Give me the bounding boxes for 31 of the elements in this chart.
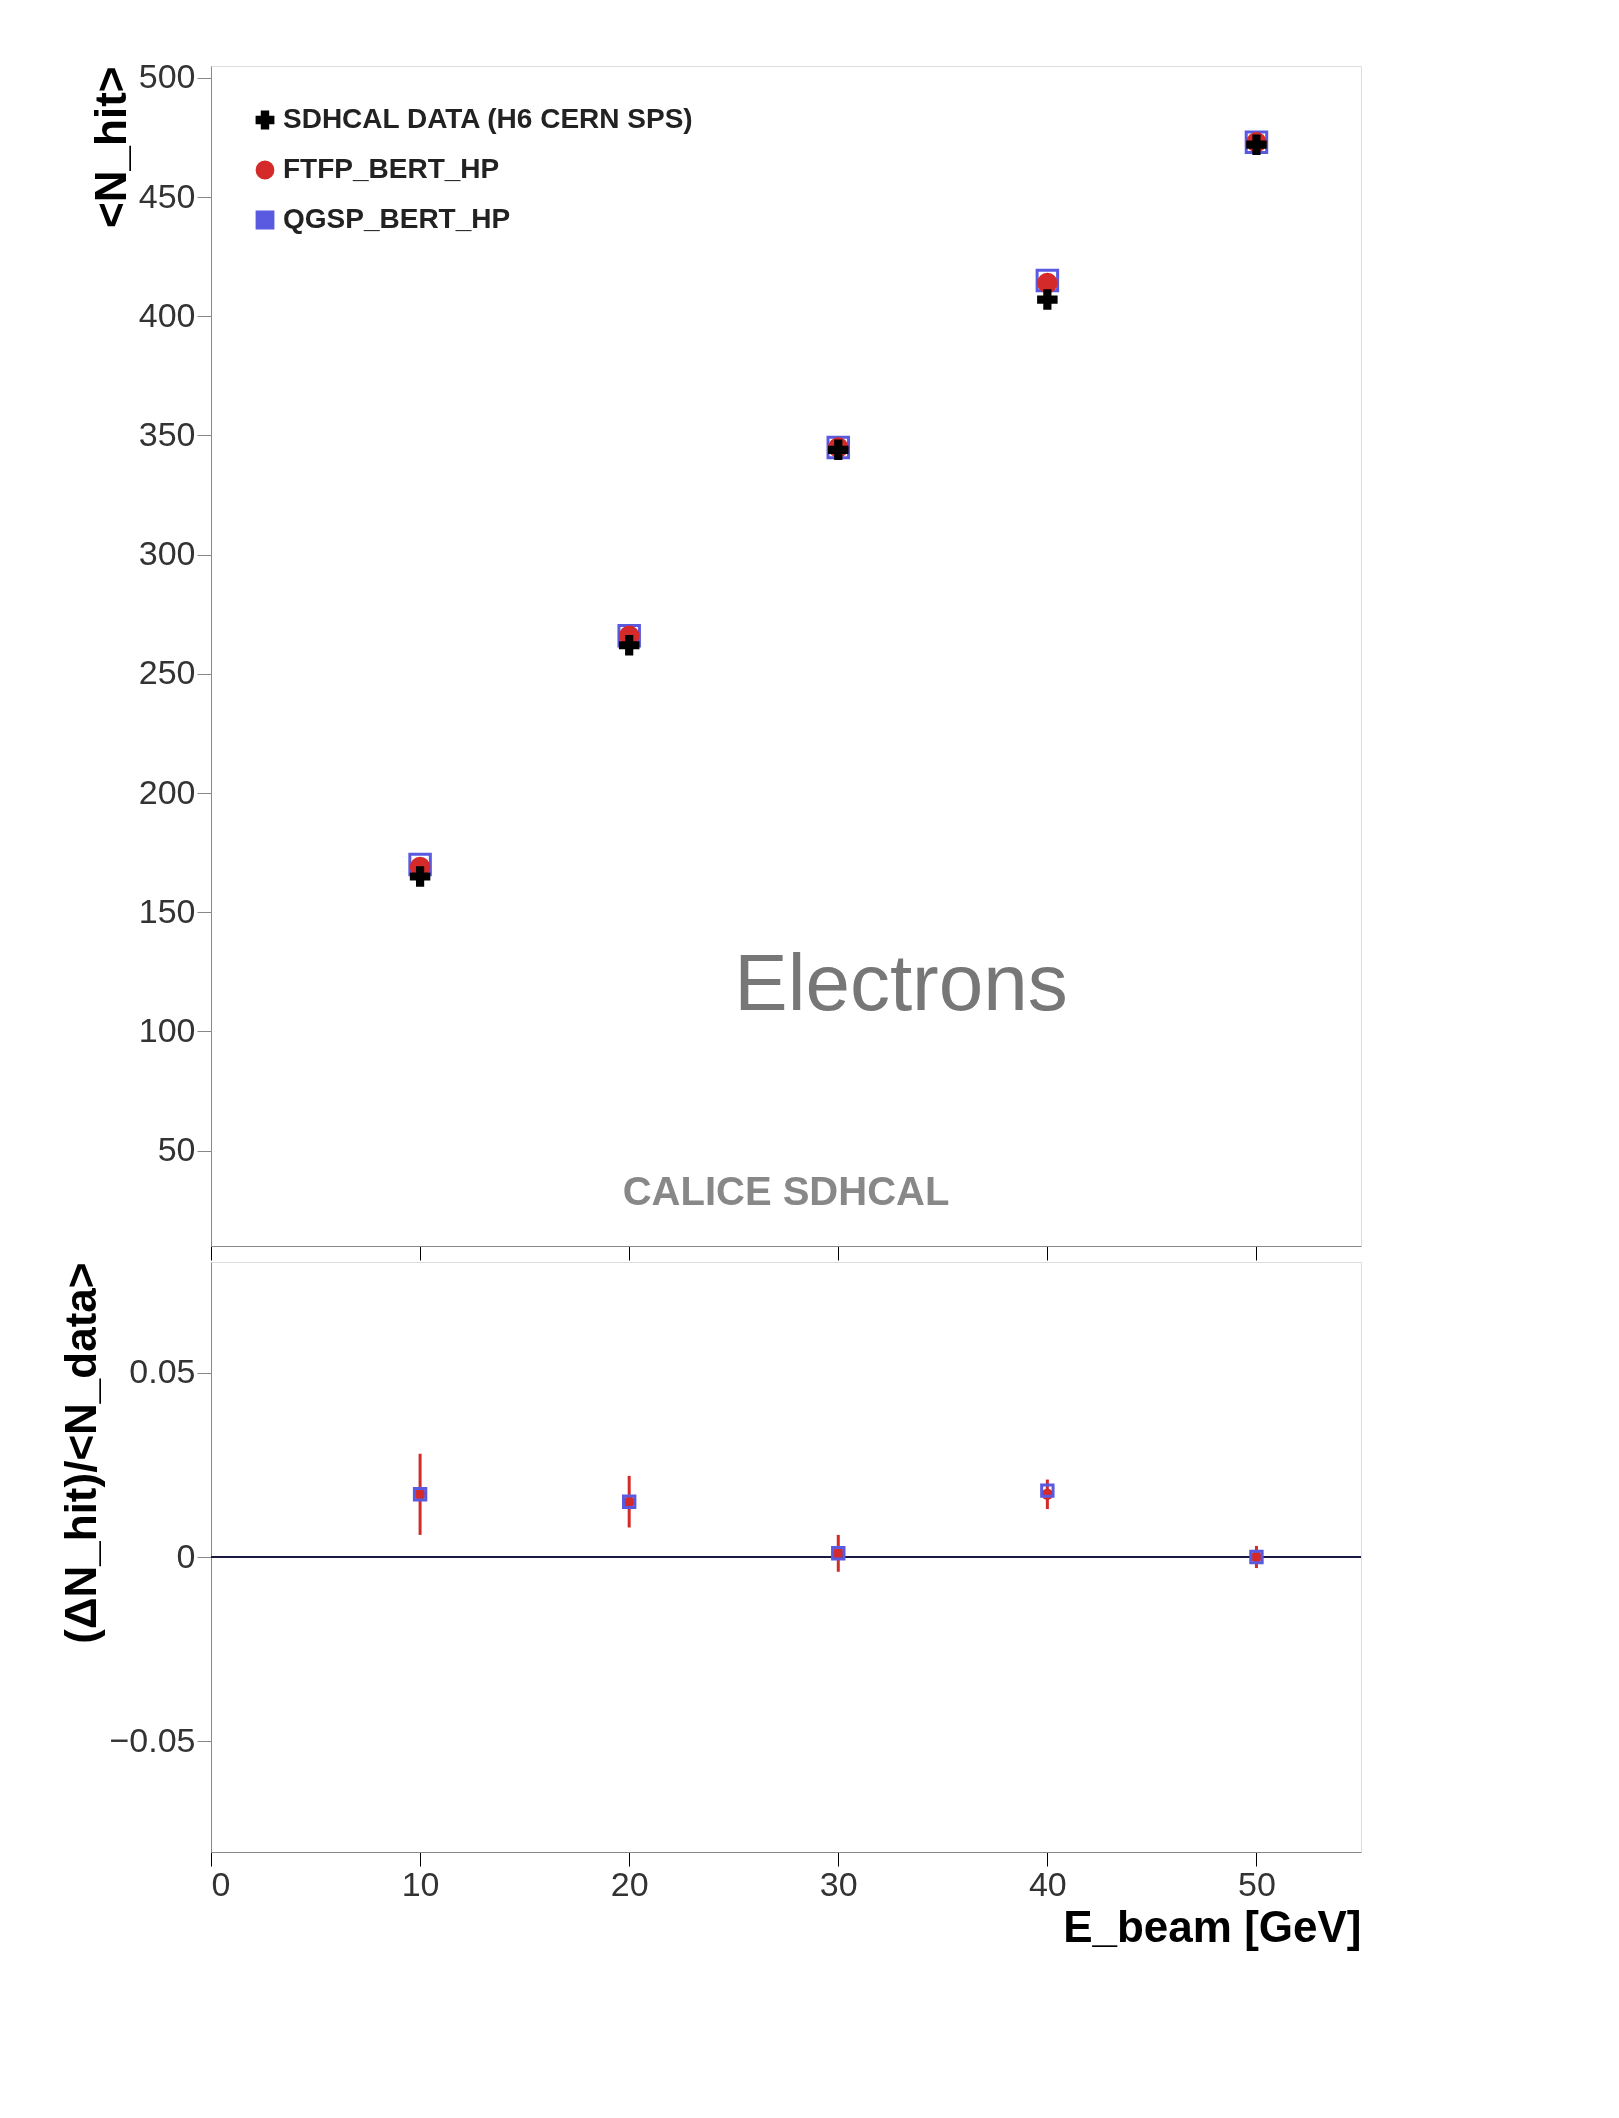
x-tick-label: 10	[401, 1864, 440, 1903]
point	[1040, 1483, 1055, 1498]
legend-label: FTFP_BERT_HP	[283, 153, 500, 184]
y-tick-label: 150	[138, 891, 196, 930]
y-tick-label: 450	[138, 176, 196, 215]
y-tick-label: 50	[157, 1130, 196, 1169]
point	[1037, 289, 1058, 310]
x-tick-label: 20	[610, 1864, 649, 1903]
point	[409, 866, 431, 887]
annotation: Electrons	[734, 938, 1068, 1028]
y-axis-title: <N_hit>	[85, 66, 135, 228]
y-tick-label: 250	[138, 653, 196, 692]
legend-label: SDHCAL DATA (H6 CERN SPS)	[283, 103, 693, 134]
annotation: CALICE SDHCAL	[622, 1168, 950, 1213]
y-tick-label: 350	[138, 414, 196, 453]
point	[618, 635, 640, 656]
y-tick-label: 500	[138, 57, 196, 96]
y-tick-label: 400	[138, 295, 196, 334]
x-axis-title: E_beam [GeV]	[1063, 1901, 1362, 1951]
x-tick-label: 50	[1238, 1864, 1276, 1903]
y-axis-title: (ΔN_hit)/<N_data>	[56, 1262, 106, 1644]
y-tick-label: 100	[138, 1010, 196, 1049]
x-tick-label: 40	[1028, 1864, 1067, 1903]
y-tick-label: −0.05	[109, 1720, 196, 1759]
y-tick-label: 0	[176, 1536, 196, 1575]
x-tick-label: 0	[211, 1864, 231, 1903]
x-tick-label: 30	[819, 1864, 858, 1903]
y-tick-label: 0.05	[129, 1352, 196, 1391]
y-tick-label: 300	[138, 534, 196, 573]
legend-label: QGSP_BERT_HP	[283, 203, 511, 234]
y-tick-label: 200	[138, 772, 196, 811]
